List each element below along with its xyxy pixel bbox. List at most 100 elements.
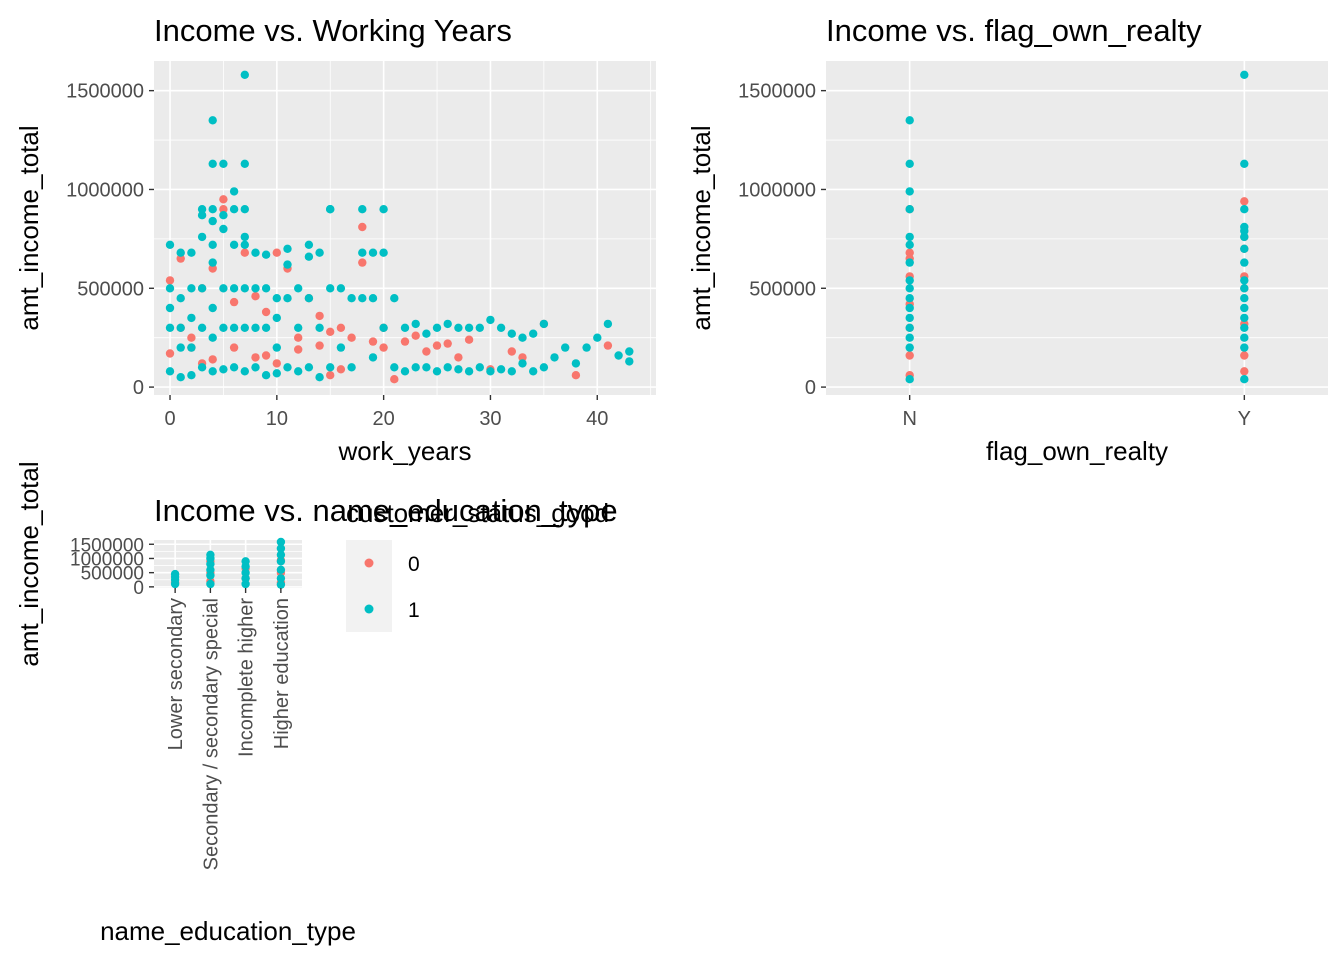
- p1-point-series-0: [261, 307, 271, 317]
- panel-own-realty-background: [826, 61, 1328, 395]
- p1-point-series-1: [625, 357, 634, 366]
- p1-point-series-0: [379, 343, 388, 352]
- p1-point-series-1: [475, 363, 484, 372]
- p1-point-series-1: [368, 353, 378, 362]
- panel-work-years-x-ticks: 0 10 20 30 40: [164, 395, 608, 430]
- p1-point-series-1: [347, 294, 356, 303]
- p1-point-series-0: [454, 353, 463, 362]
- p1-point-series-1: [507, 367, 516, 376]
- p1-point-series-1: [165, 323, 175, 332]
- p1-point-series-1: [326, 284, 335, 293]
- p1-point-series-1: [432, 367, 442, 376]
- p1-point-series-0: [219, 195, 228, 204]
- panel-work-years-y-title: amt_income_total: [14, 125, 44, 330]
- p1-point-series-1: [507, 329, 516, 338]
- p1-point-series-0: [507, 347, 516, 356]
- p1-point-series-1: [486, 315, 495, 325]
- p1-point-series-1: [379, 248, 388, 257]
- p1-point-series-1: [272, 294, 281, 303]
- p1-point-series-1: [400, 323, 410, 332]
- p1-point-series-0: [347, 333, 356, 342]
- p1-point-series-0: [400, 337, 410, 346]
- p1-point-series-1: [304, 363, 314, 372]
- p1-point-series-1: [208, 159, 217, 168]
- p3-y-tick-label: 0: [133, 578, 144, 599]
- p1-point-series-0: [518, 353, 527, 362]
- p1-point-series-1: [229, 205, 239, 214]
- p2-point-series-1: [1240, 232, 1249, 242]
- p3-x-tick-label: Lower secondary: [165, 598, 187, 750]
- p1-point-series-1: [187, 371, 196, 380]
- p1-y-tick-label: 1500000: [66, 81, 144, 103]
- p1-point-series-1: [326, 205, 335, 214]
- p2-point-series-1: [1240, 159, 1249, 168]
- p1-point-series-1: [219, 284, 228, 293]
- p1-point-series-1: [219, 159, 228, 168]
- p1-point-series-0: [422, 347, 431, 356]
- p1-point-series-0: [229, 297, 239, 307]
- p1-point-series-1: [315, 248, 324, 257]
- p1-point-series-1: [422, 329, 431, 338]
- p1-point-series-1: [240, 240, 249, 249]
- legend-title: customer_status_good: [346, 498, 609, 528]
- p2-x-tick-label: Y: [1238, 408, 1251, 430]
- p1-point-series-1: [187, 343, 196, 352]
- p1-point-series-1: [454, 323, 463, 332]
- p1-point-series-1: [464, 323, 474, 332]
- p1-point-series-1: [315, 373, 324, 382]
- p1-point-series-1: [390, 363, 399, 372]
- p3-point-series-1: [276, 580, 286, 589]
- legend-label-0: 0: [408, 553, 420, 576]
- p1-point-series-1: [294, 367, 303, 376]
- p1-point-series-1: [368, 294, 378, 303]
- p1-point-series-1: [197, 232, 207, 242]
- p1-point-series-1: [304, 240, 314, 249]
- p2-point-series-0: [1240, 197, 1249, 206]
- p2-point-series-0: [905, 248, 914, 257]
- p1-point-series-1: [187, 284, 196, 293]
- p1-point-series-0: [443, 339, 452, 348]
- p1-point-series-1: [208, 367, 217, 376]
- p1-point-series-1: [326, 363, 335, 372]
- p1-point-series-1: [496, 365, 506, 374]
- p1-point-series-1: [208, 116, 217, 125]
- p1-point-series-1: [165, 284, 175, 293]
- p2-point-series-1: [905, 159, 914, 168]
- p1-point-series-1: [229, 284, 239, 293]
- p1-point-series-1: [261, 323, 271, 332]
- p1-point-series-1: [539, 363, 549, 372]
- p1-point-series-0: [208, 355, 217, 364]
- p1-point-series-1: [197, 284, 207, 293]
- p1-x-tick-label: 0: [164, 408, 175, 430]
- p1-point-series-1: [197, 211, 207, 220]
- panel-education-x-ticks: Lower secondary Secondary / secondary spe…: [165, 588, 293, 870]
- p1-point-series-1: [197, 205, 207, 214]
- p1-point-series-1: [294, 323, 303, 332]
- p1-point-series-1: [614, 351, 623, 360]
- p1-point-series-0: [315, 341, 324, 350]
- p3-point-series-1: [206, 579, 215, 589]
- p1-point-series-0: [229, 343, 239, 352]
- p2-point-series-1: [1240, 323, 1249, 332]
- p1-point-series-0: [165, 349, 175, 358]
- p1-point-series-1: [176, 373, 185, 382]
- p2-point-series-1: [905, 303, 914, 313]
- p2-y-tick-label: 1500000: [738, 81, 816, 103]
- p1-point-series-1: [197, 363, 207, 372]
- p3-point-series-1: [276, 574, 286, 583]
- panel-work-years-grid: [154, 61, 656, 395]
- p1-point-series-1: [347, 363, 356, 372]
- p3-x-tick-label: Higher education: [271, 598, 293, 749]
- p1-point-series-0: [464, 335, 474, 344]
- p1-point-series-1: [251, 284, 260, 293]
- p1-point-series-1: [165, 303, 175, 313]
- p2-point-series-1: [1240, 276, 1249, 285]
- p1-point-series-0: [326, 371, 335, 380]
- panel-education-title: Income vs. name_education_type: [154, 493, 618, 528]
- p1-point-series-1: [240, 323, 249, 332]
- p3-point-series-1: [276, 557, 286, 566]
- p1-point-series-1: [208, 205, 217, 214]
- p1-point-series-0: [358, 258, 367, 267]
- p3-point-series-1: [170, 579, 180, 589]
